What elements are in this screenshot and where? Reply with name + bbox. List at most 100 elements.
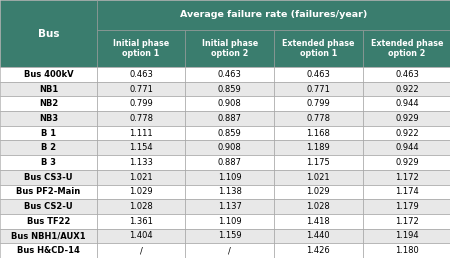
Bar [274, 170, 363, 184]
Bar [97, 111, 185, 126]
Text: 0.463: 0.463 [306, 70, 330, 79]
Text: 0.887: 0.887 [218, 114, 242, 123]
Bar [274, 214, 363, 229]
Bar [185, 199, 274, 214]
Text: 1.174: 1.174 [395, 187, 419, 196]
Bar [0, 155, 97, 170]
Text: NB3: NB3 [39, 114, 58, 123]
Bar [0, 111, 97, 126]
Text: 0.922: 0.922 [395, 85, 419, 94]
Bar [0, 67, 97, 82]
Text: Bus 400kV: Bus 400kV [23, 70, 73, 79]
Bar [185, 243, 274, 258]
Bar [0, 0, 97, 67]
Text: 0.859: 0.859 [218, 85, 242, 94]
Text: 0.887: 0.887 [218, 158, 242, 167]
Text: 0.463: 0.463 [395, 70, 419, 79]
Bar [97, 82, 185, 96]
Bar [97, 243, 185, 258]
Bar [185, 170, 274, 184]
Text: Extended phase
option 1: Extended phase option 1 [282, 39, 355, 58]
Text: 1.426: 1.426 [306, 246, 330, 255]
Text: Bus TF22: Bus TF22 [27, 217, 70, 226]
Bar [97, 30, 185, 67]
Text: 1.189: 1.189 [306, 143, 330, 152]
Bar [97, 199, 185, 214]
Text: B 3: B 3 [41, 158, 56, 167]
Bar [185, 30, 274, 67]
Text: NB1: NB1 [39, 85, 58, 94]
Text: 0.771: 0.771 [306, 85, 330, 94]
Bar [0, 96, 97, 111]
Text: 1.028: 1.028 [306, 202, 330, 211]
Bar [185, 96, 274, 111]
Bar [363, 82, 450, 96]
Bar [363, 140, 450, 155]
Bar [363, 111, 450, 126]
Text: 1.172: 1.172 [395, 173, 419, 182]
Bar [274, 82, 363, 96]
Bar [274, 30, 363, 67]
Text: 1.109: 1.109 [218, 173, 242, 182]
Bar [274, 111, 363, 126]
Text: Bus: Bus [38, 28, 59, 38]
Bar [0, 170, 97, 184]
Bar [363, 199, 450, 214]
Text: 0.908: 0.908 [218, 143, 242, 152]
Bar [97, 126, 185, 140]
Bar [0, 140, 97, 155]
Bar [97, 170, 185, 184]
Bar [0, 243, 97, 258]
Text: Initial phase
option 1: Initial phase option 1 [113, 39, 169, 58]
Text: 1.029: 1.029 [306, 187, 330, 196]
Text: 1.418: 1.418 [306, 217, 330, 226]
Text: 0.944: 0.944 [395, 99, 419, 108]
Text: Bus H&CD-14: Bus H&CD-14 [17, 246, 80, 255]
Bar [0, 199, 97, 214]
Bar [185, 67, 274, 82]
Bar [0, 126, 97, 140]
Text: 1.159: 1.159 [218, 231, 242, 240]
Text: 1.028: 1.028 [129, 202, 153, 211]
Bar [363, 67, 450, 82]
Text: 1.180: 1.180 [395, 246, 419, 255]
Bar [185, 214, 274, 229]
Text: 0.463: 0.463 [218, 70, 242, 79]
Text: 0.778: 0.778 [129, 114, 153, 123]
Text: 1.175: 1.175 [306, 158, 330, 167]
Text: 1.138: 1.138 [218, 187, 242, 196]
Text: 0.799: 0.799 [129, 99, 153, 108]
Text: 1.021: 1.021 [306, 173, 330, 182]
Text: 0.929: 0.929 [395, 114, 419, 123]
Text: 0.922: 0.922 [395, 129, 419, 138]
Text: B 2: B 2 [41, 143, 56, 152]
Bar [185, 155, 274, 170]
Text: 0.778: 0.778 [306, 114, 330, 123]
Bar [363, 155, 450, 170]
Text: 1.440: 1.440 [306, 231, 330, 240]
Bar [97, 214, 185, 229]
Text: Bus NBH1/AUX1: Bus NBH1/AUX1 [11, 231, 86, 240]
Text: /: / [140, 246, 143, 255]
Text: 0.929: 0.929 [395, 158, 419, 167]
Text: 1.154: 1.154 [129, 143, 153, 152]
Text: 1.109: 1.109 [218, 217, 242, 226]
Bar [0, 82, 97, 96]
Bar [97, 140, 185, 155]
Text: 1.172: 1.172 [395, 217, 419, 226]
Bar [363, 229, 450, 243]
Bar [185, 184, 274, 199]
Text: Bus PF2-Main: Bus PF2-Main [16, 187, 81, 196]
Bar [363, 243, 450, 258]
Text: 1.133: 1.133 [129, 158, 153, 167]
Text: NB2: NB2 [39, 99, 58, 108]
Text: Initial phase
option 2: Initial phase option 2 [202, 39, 258, 58]
Bar [185, 111, 274, 126]
Bar [274, 140, 363, 155]
Bar [185, 229, 274, 243]
Bar [363, 214, 450, 229]
Text: Bus CS3-U: Bus CS3-U [24, 173, 72, 182]
Text: 0.463: 0.463 [129, 70, 153, 79]
Bar [0, 184, 97, 199]
Text: 1.361: 1.361 [129, 217, 153, 226]
